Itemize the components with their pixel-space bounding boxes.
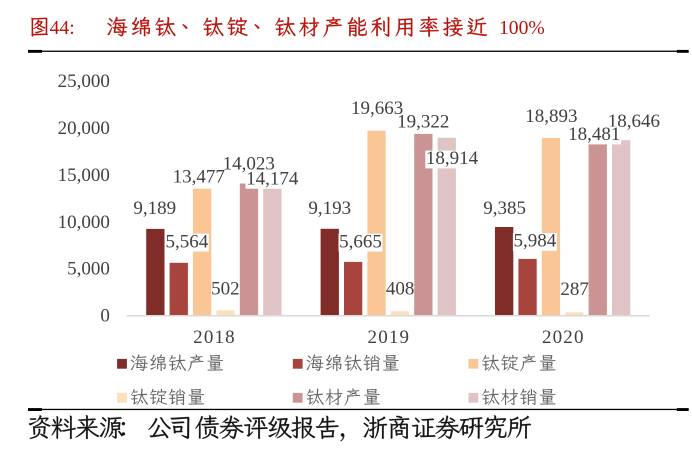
svg-text:2019: 2019	[368, 327, 410, 348]
svg-text:408: 408	[386, 279, 415, 300]
svg-text:287: 287	[560, 279, 589, 300]
svg-text:25,000: 25,000	[58, 71, 110, 92]
svg-text:44:: 44:	[50, 18, 75, 39]
svg-text:13,477: 13,477	[173, 166, 225, 187]
svg-text:502: 502	[211, 278, 240, 299]
svg-text:5,665: 5,665	[339, 231, 382, 252]
svg-text:14,023: 14,023	[223, 153, 275, 174]
svg-text:9,189: 9,189	[133, 198, 176, 219]
svg-text:19,322: 19,322	[397, 112, 449, 133]
svg-text:100%: 100%	[499, 18, 545, 39]
svg-text:19,663: 19,663	[351, 98, 403, 119]
svg-text:0: 0	[100, 306, 110, 327]
svg-text:9,193: 9,193	[308, 198, 351, 219]
svg-text:18,893: 18,893	[525, 106, 577, 127]
svg-text:5,984: 5,984	[514, 231, 557, 252]
svg-text:15,000: 15,000	[58, 165, 110, 186]
svg-text:9,385: 9,385	[483, 198, 526, 219]
svg-text:2018: 2018	[193, 327, 235, 348]
svg-text:5,000: 5,000	[67, 259, 110, 280]
svg-text:20,000: 20,000	[58, 118, 110, 139]
svg-text:18,914: 18,914	[426, 148, 479, 169]
svg-text:18,481: 18,481	[568, 124, 620, 145]
svg-text:10,000: 10,000	[58, 212, 110, 233]
svg-text:2020: 2020	[542, 327, 584, 348]
svg-text:14,174: 14,174	[246, 169, 299, 190]
svg-text:5,564: 5,564	[166, 231, 209, 252]
